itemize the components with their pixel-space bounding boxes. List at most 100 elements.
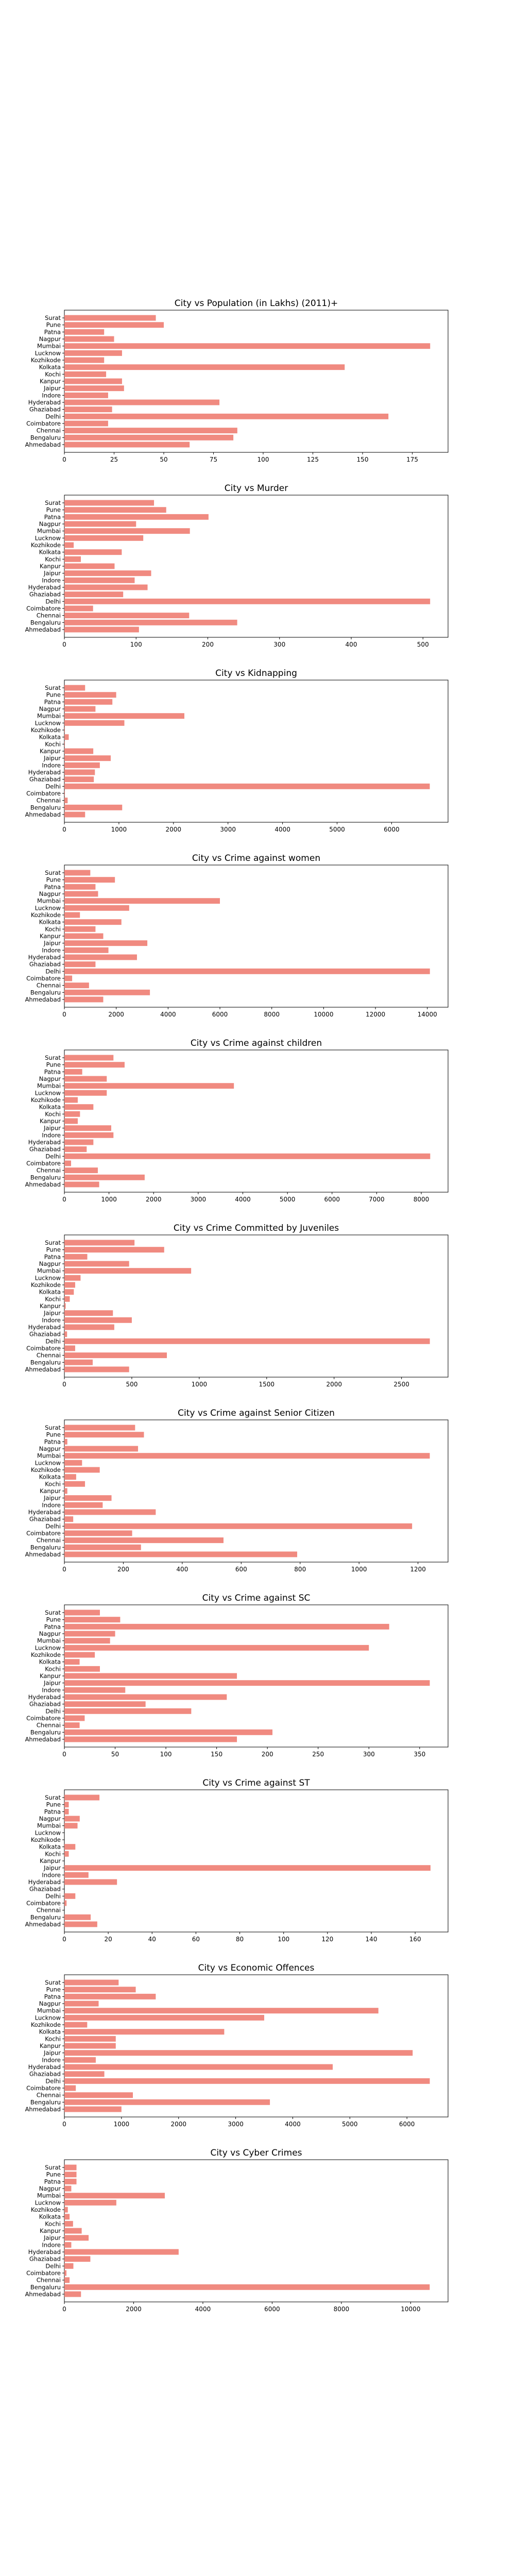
category-label: Coimbatore xyxy=(26,1160,61,1167)
bar-kozhikode xyxy=(64,1097,78,1103)
x-tick-label: 0 xyxy=(62,2121,66,2128)
x-tick-label: 1000 xyxy=(101,1196,117,1203)
x-tick-label: 500 xyxy=(126,1381,138,1388)
bar-jaipur xyxy=(64,385,124,392)
bar-delhi xyxy=(64,1893,76,1899)
category-label: Bengaluru xyxy=(30,804,61,811)
bar-bengaluru xyxy=(64,1174,145,1180)
chart-panel-5: City vs Crime against children AhmedabadB… xyxy=(25,1038,449,1203)
bar-delhi xyxy=(64,2263,74,2269)
bar-kozhikode xyxy=(64,357,105,363)
x-tick-label: 2000 xyxy=(166,826,182,833)
category-label: Delhi xyxy=(45,2077,61,2084)
bar-patna xyxy=(64,1253,88,1260)
bar-nagpur xyxy=(64,1446,139,1452)
category-label: Ahmedabad xyxy=(25,811,61,818)
bar-kochi xyxy=(64,2036,116,2042)
bar-lucknow xyxy=(64,720,125,726)
chart-panel-11: City vs Cyber Crimes AhmedabadBengaluruCh… xyxy=(25,2148,449,2313)
category-label: Bengaluru xyxy=(30,434,61,441)
chart-panel-7: City vs Crime against Senior Citizen Ahme… xyxy=(25,1408,449,1573)
category-label: Coimbatore xyxy=(26,605,61,612)
category-label: Jaipur xyxy=(43,385,61,392)
bar-kozhikode xyxy=(64,2022,88,2028)
category-label: Kozhikode xyxy=(31,726,61,734)
category-label: Pune xyxy=(46,1616,61,1623)
bar-patna xyxy=(64,1993,156,1999)
category-label: Ahmedabad xyxy=(25,441,61,448)
category-label: Indore xyxy=(42,1871,61,1878)
bar-pune xyxy=(64,2172,77,2178)
bar-kolkata xyxy=(64,1474,76,1480)
bar-kolkata xyxy=(64,1289,74,1295)
category-label: Nagpur xyxy=(39,1630,61,1637)
bar-pune xyxy=(64,877,115,883)
bar-patna xyxy=(64,884,96,890)
category-label: Surat xyxy=(45,1609,61,1616)
category-label: Patna xyxy=(44,1068,61,1075)
category-label: Ghaziabad xyxy=(29,591,61,598)
bar-patna xyxy=(64,2178,77,2184)
bar-hyderabad xyxy=(64,1139,94,1145)
x-tick-label: 4000 xyxy=(235,1196,251,1203)
bar-delhi xyxy=(64,1338,430,1344)
bar-bengaluru xyxy=(64,804,123,810)
bar-ahmedabad xyxy=(64,811,85,818)
x-tick-label: 7000 xyxy=(369,1196,385,1203)
category-label: Pune xyxy=(46,1801,61,1808)
category-label: Coimbatore xyxy=(26,2269,61,2277)
bar-bengaluru xyxy=(64,434,234,440)
x-tick-label: 200 xyxy=(202,641,214,648)
x-tick-label: 200 xyxy=(117,1566,129,1573)
bar-lucknow xyxy=(64,1645,369,1651)
bar-kochi xyxy=(64,1296,70,1302)
bar-bengaluru xyxy=(64,2099,270,2105)
category-label: Indore xyxy=(42,577,61,584)
bar-surat xyxy=(64,1609,100,1616)
chart-title: City vs Crime against SC xyxy=(202,1593,311,1603)
bar-bengaluru xyxy=(64,1729,273,1735)
category-label: Delhi xyxy=(45,1707,61,1715)
bar-coimbatore xyxy=(64,1715,85,1721)
chart-panel-10: City vs Economic Offences AhmedabadBengal… xyxy=(25,1963,449,2128)
category-label: Bengaluru xyxy=(30,2098,61,2106)
category-label: Chennai xyxy=(37,2277,61,2284)
bar-hyderabad xyxy=(64,1694,227,1700)
bar-nagpur xyxy=(64,336,114,342)
bar-pune xyxy=(64,1432,144,1438)
category-label: Hyderabad xyxy=(28,584,61,591)
bar-delhi xyxy=(64,1153,431,1159)
category-label: Kozhikode xyxy=(31,1466,61,1473)
x-tick-label: 5000 xyxy=(342,2121,358,2128)
x-tick-label: 3000 xyxy=(228,2121,244,2128)
bar-pune xyxy=(64,692,116,698)
bar-jaipur xyxy=(64,940,148,946)
bar-kanpur xyxy=(64,2228,82,2234)
category-label: Nagpur xyxy=(39,1445,61,1452)
category-label: Kanpur xyxy=(40,1117,61,1125)
chart-panel-3: City vs Kidnapping AhmedabadBengaluruChen… xyxy=(25,668,449,833)
bar-kochi xyxy=(64,1666,100,1672)
x-tick-label: 600 xyxy=(235,1566,247,1573)
bar-jaipur xyxy=(64,1680,430,1686)
category-label: Nagpur xyxy=(39,520,61,528)
bar-indore xyxy=(64,1687,126,1693)
x-tick-label: 0 xyxy=(62,641,66,648)
category-label: Kolkata xyxy=(39,1843,61,1851)
bar-ghaziabad xyxy=(64,1701,146,1707)
bar-kozhikode xyxy=(64,1467,100,1473)
category-label: Surat xyxy=(45,869,61,876)
category-label: Kozhikode xyxy=(31,1651,61,1658)
bar-pune xyxy=(64,507,166,513)
category-label: Kozhikode xyxy=(31,2021,61,2028)
category-label: Delhi xyxy=(45,783,61,790)
category-label: Patna xyxy=(44,883,61,890)
bar-indore xyxy=(64,1502,103,1508)
bar-delhi xyxy=(64,1708,192,1714)
bar-surat xyxy=(64,1425,135,1431)
x-tick-label: 0 xyxy=(62,1381,66,1388)
x-tick-label: 150 xyxy=(357,456,369,463)
bar-kozhikode xyxy=(64,2207,68,2213)
bar-ghaziabad xyxy=(64,2256,91,2262)
bar-kozhikode xyxy=(64,912,80,918)
